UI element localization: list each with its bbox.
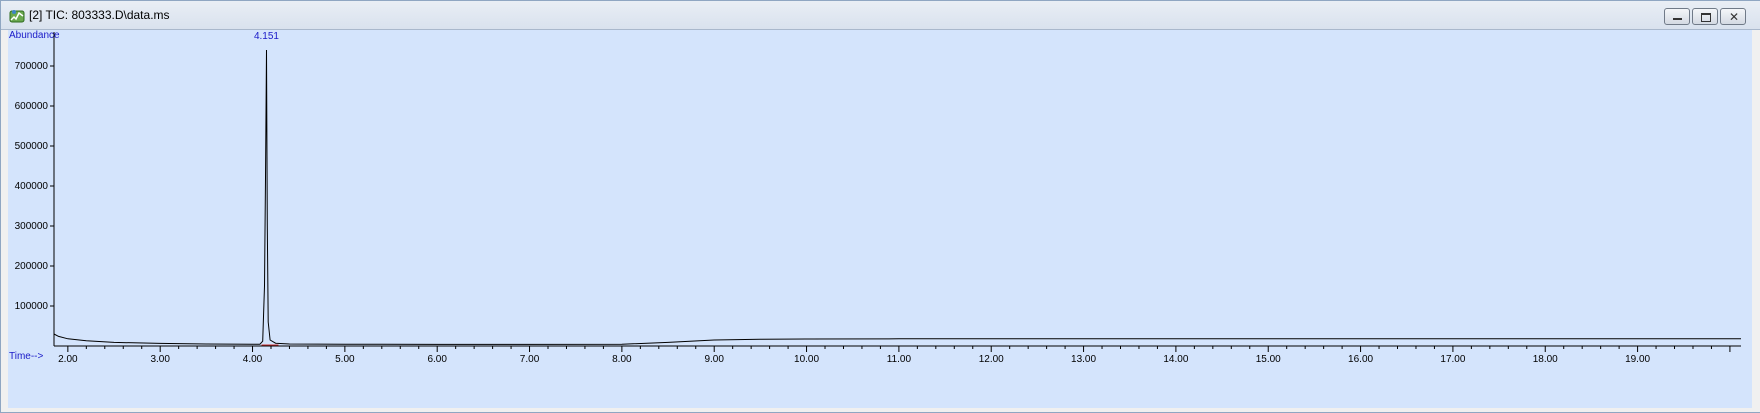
- x-axis-label: Time-->: [9, 351, 44, 362]
- annotations: 4.151: [254, 31, 279, 346]
- x-tick-label: 17.00: [1440, 354, 1465, 365]
- x-tick-label: 14.00: [1163, 354, 1188, 365]
- chromatogram-app-icon: [9, 10, 25, 23]
- y-tick-label: 700000: [15, 61, 49, 72]
- title-bar[interactable]: [2] TIC: 803333.D\data.ms ✕: [1, 1, 1760, 30]
- x-tick-label: 10.00: [794, 354, 819, 365]
- y-tick-label: 100000: [15, 301, 49, 312]
- x-tick-label: 12.00: [979, 354, 1004, 365]
- x-tick-label: 13.00: [1071, 354, 1096, 365]
- axes: [53, 32, 1741, 347]
- x-tick-label: 18.00: [1533, 354, 1558, 365]
- y-tick-label: 300000: [15, 221, 49, 232]
- x-tick-label: 9.00: [704, 354, 724, 365]
- x-tick-label: 3.00: [150, 354, 170, 365]
- x-tick-label: 19.00: [1625, 354, 1650, 365]
- x-tick-label: 11.00: [887, 354, 912, 365]
- minimize-icon: [1673, 18, 1682, 20]
- x-tick-label: 4.00: [243, 354, 263, 365]
- x-tick-label: 6.00: [427, 354, 447, 365]
- x-ticks: 2.00 3.00 4.00 5.00 6.00 7.00 8.00 9.00 10.00 11.…: [58, 346, 1731, 365]
- y-tick-label: 600000: [15, 101, 49, 112]
- tic-chart: Abundance Time--> 100000 200000 300000 4000…: [9, 30, 1741, 365]
- tic-trace-line: [53, 49, 1741, 345]
- series-group: [53, 49, 1741, 345]
- close-button[interactable]: ✕: [1720, 8, 1746, 25]
- window-controls: ✕: [1664, 8, 1746, 26]
- restore-button[interactable]: [1692, 8, 1718, 25]
- x-tick-label: 16.00: [1348, 354, 1373, 365]
- y-tick-label: 500000: [15, 141, 49, 152]
- minimize-button[interactable]: [1664, 8, 1690, 25]
- y-tick-label: 200000: [15, 261, 49, 272]
- y-tick-label: 400000: [15, 181, 49, 192]
- y-ticks: 100000 200000 300000 400000 500000 600000 7000…: [15, 61, 54, 312]
- x-tick-label: 8.00: [612, 354, 632, 365]
- x-tick-label: 15.00: [1256, 354, 1281, 365]
- y-axis-label: Abundance: [9, 30, 60, 41]
- window-title: [2] TIC: 803333.D\data.ms: [29, 8, 170, 22]
- x-tick-label: 5.00: [335, 354, 355, 365]
- peak-label: 4.151: [254, 31, 279, 42]
- close-icon: ✕: [1729, 10, 1740, 24]
- x-tick-label: 2.00: [58, 354, 78, 365]
- restore-icon: [1701, 13, 1711, 22]
- x-tick-label: 7.00: [520, 354, 540, 365]
- chromatogram-plot[interactable]: Abundance Time--> 100000 200000 300000 4000…: [8, 30, 1752, 408]
